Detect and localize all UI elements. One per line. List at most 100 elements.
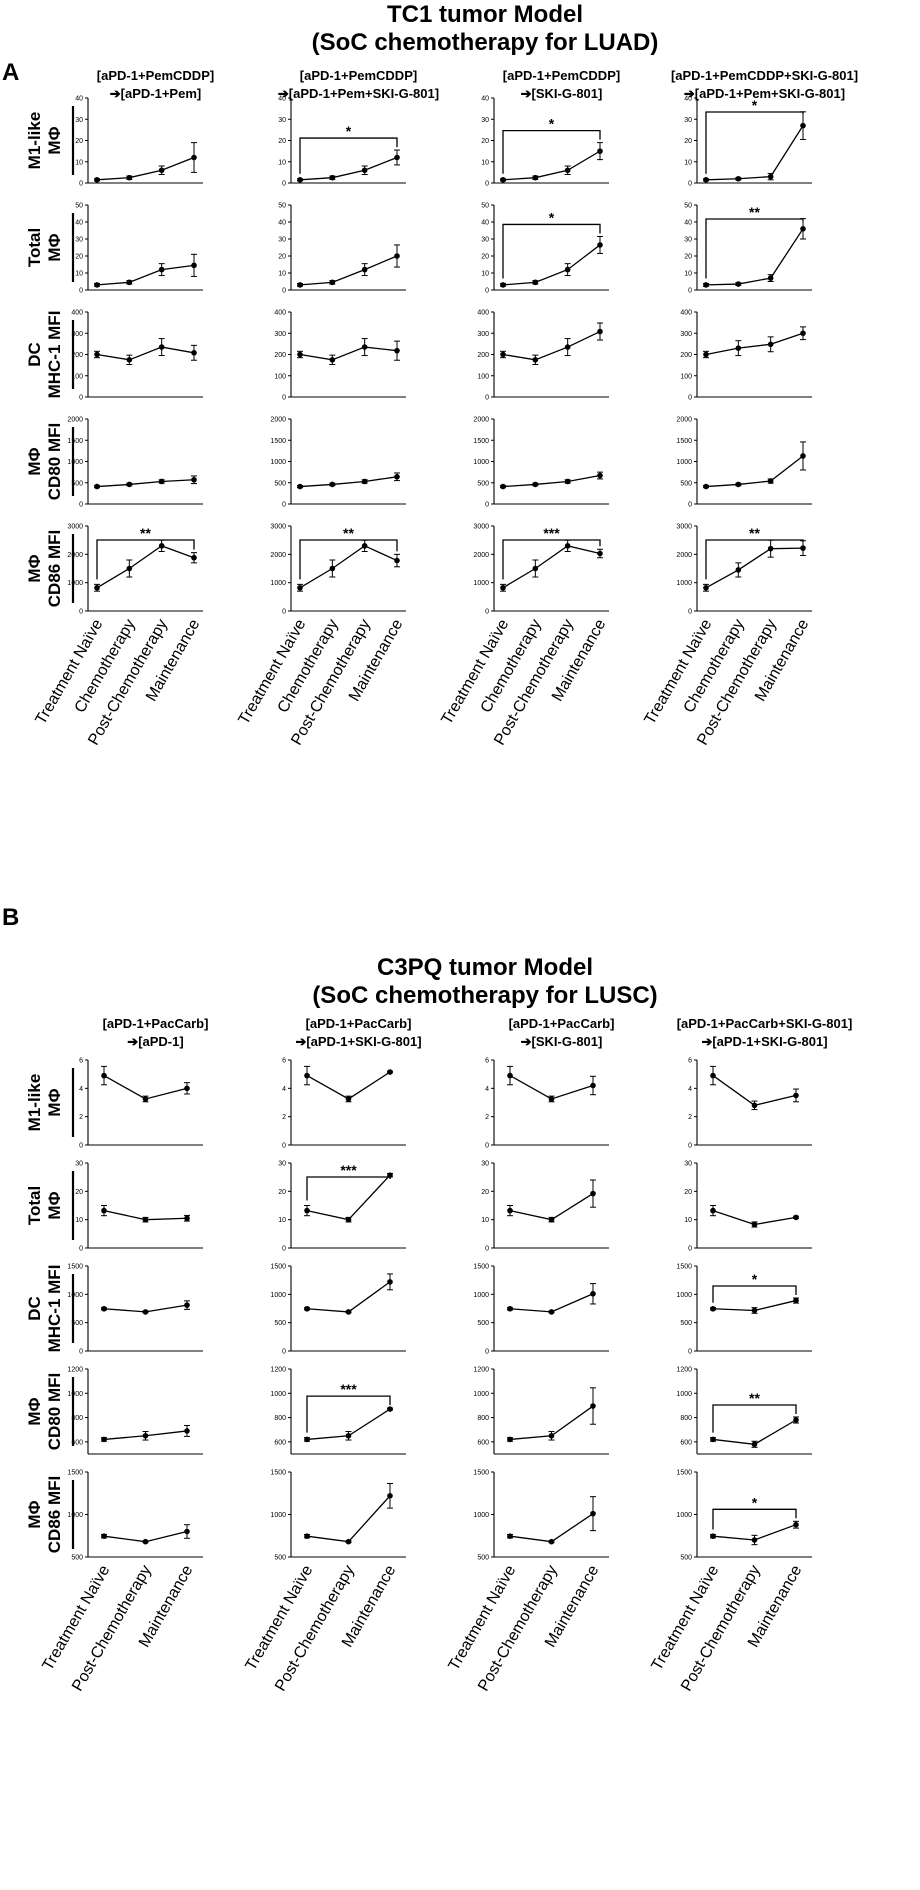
y-tick-label: 0 xyxy=(282,395,286,402)
panel-a-title: TC1 tumor Model xyxy=(387,1,583,28)
y-tick-label: 0 xyxy=(485,1246,489,1253)
y-tick-label: 50 xyxy=(684,203,692,210)
y-tick-label: 2000 xyxy=(270,417,286,424)
y-tick-label: 20 xyxy=(278,1189,286,1196)
y-tick-label: 1500 xyxy=(67,1264,83,1271)
y-tick-label: 1500 xyxy=(67,1470,83,1477)
series-line xyxy=(96,545,195,589)
y-tick-label: 10 xyxy=(75,159,83,166)
y-tick-label: 1000 xyxy=(67,1292,83,1299)
y-tick-label: 0 xyxy=(485,395,489,402)
row-label-line1: M1-like xyxy=(25,1074,44,1132)
y-tick-label: 0 xyxy=(485,1349,489,1356)
data-point xyxy=(304,1305,310,1312)
data-point xyxy=(710,1436,716,1443)
y-tick-label: 0 xyxy=(688,1349,692,1356)
data-point xyxy=(394,154,400,161)
series-line xyxy=(502,545,601,589)
series-line xyxy=(705,228,804,286)
data-point xyxy=(800,226,806,232)
data-point xyxy=(507,1305,513,1312)
row-label-line2: MHC-1 MFI xyxy=(45,1265,64,1353)
data-point xyxy=(751,1102,758,1109)
column-header-line2: ➔[aPD-1+Pem+SKI-G-801] xyxy=(278,86,439,101)
y-tick-label: 30 xyxy=(75,117,83,124)
data-point xyxy=(800,545,806,551)
data-point xyxy=(507,1072,513,1079)
data-point xyxy=(191,262,197,269)
y-tick-label: 1000 xyxy=(67,1512,83,1519)
y-tick-label: 0 xyxy=(79,395,83,402)
y-tick-label: 0 xyxy=(282,1143,286,1150)
data-point xyxy=(793,1521,799,1528)
data-point xyxy=(191,554,197,561)
series-line xyxy=(306,1281,391,1313)
data-point xyxy=(590,1510,596,1517)
y-tick-label: 30 xyxy=(278,1161,286,1168)
y-tick-label: 0 xyxy=(485,1143,489,1150)
y-tick-label: 30 xyxy=(278,117,286,124)
y-tick-label: 1000 xyxy=(676,1512,692,1519)
data-point xyxy=(94,351,100,358)
data-point xyxy=(94,584,100,591)
row-label-line1: MΦ xyxy=(25,1500,44,1528)
data-point xyxy=(735,567,742,573)
y-tick-label: 400 xyxy=(71,310,83,317)
data-point xyxy=(500,584,506,591)
column-header-line2: ➔[SKI-G-801] xyxy=(521,1034,603,1049)
y-tick-label: 800 xyxy=(71,1415,83,1422)
y-tick-label: 2 xyxy=(485,1114,489,1121)
data-point xyxy=(703,584,709,591)
y-tick-label: 100 xyxy=(680,373,692,380)
data-point xyxy=(142,1432,149,1439)
data-point xyxy=(142,1096,149,1102)
y-tick-label: 500 xyxy=(274,1555,286,1562)
y-tick-label: 1500 xyxy=(473,1470,489,1477)
y-tick-label: 1200 xyxy=(473,1367,489,1374)
y-tick-label: 40 xyxy=(278,220,286,227)
y-tick-label: 20 xyxy=(278,138,286,145)
y-tick-label: 10 xyxy=(75,271,83,278)
y-tick-label: 6 xyxy=(282,1058,286,1065)
y-tick-label: 0 xyxy=(79,1143,83,1150)
x-category-label: Post-Chemotherapy xyxy=(475,1563,561,1695)
y-tick-label: 4 xyxy=(79,1086,83,1093)
significance-label: ** xyxy=(749,1390,760,1406)
y-tick-label: 400 xyxy=(680,310,692,317)
y-tick-label: 0 xyxy=(282,181,286,188)
y-tick-label: 30 xyxy=(481,237,489,244)
panel-b-subtitle: (SoC chemotherapy for LUSC) xyxy=(312,982,657,1009)
data-point xyxy=(532,565,539,572)
y-tick-label: 30 xyxy=(481,117,489,124)
y-tick-label: 500 xyxy=(477,1320,489,1327)
series-line xyxy=(96,264,195,286)
y-tick-label: 2000 xyxy=(67,417,83,424)
data-point xyxy=(304,1072,310,1079)
series-line xyxy=(306,1495,391,1543)
column-header-line1: [aPD-1+PacCarb] xyxy=(103,1016,209,1031)
panel-b-title: C3PQ tumor Model xyxy=(377,954,593,981)
y-tick-label: 0 xyxy=(485,288,489,295)
data-point xyxy=(126,481,133,488)
series-line xyxy=(96,346,195,361)
data-point xyxy=(767,341,774,348)
y-tick-label: 10 xyxy=(278,159,286,166)
data-point xyxy=(564,478,571,485)
series-line xyxy=(299,156,398,181)
row-label-line2: CD80 MFI xyxy=(45,423,64,500)
y-tick-label: 10 xyxy=(481,1217,489,1224)
data-point xyxy=(158,543,165,549)
y-tick-label: 50 xyxy=(481,203,489,210)
column-header-line2: ➔[aPD-1+SKI-G-801] xyxy=(295,1034,421,1049)
significance-bracket xyxy=(299,539,398,580)
column-header-line1: [aPD-1+PemCDDP] xyxy=(503,68,620,83)
data-point xyxy=(304,1436,310,1443)
data-point xyxy=(703,177,709,183)
data-point xyxy=(345,1096,352,1102)
data-point xyxy=(329,357,336,363)
y-tick-label: 20 xyxy=(481,1189,489,1196)
y-tick-label: 0 xyxy=(79,1349,83,1356)
data-point xyxy=(297,483,303,490)
y-tick-label: 0 xyxy=(485,181,489,188)
significance-label: ** xyxy=(749,525,760,541)
